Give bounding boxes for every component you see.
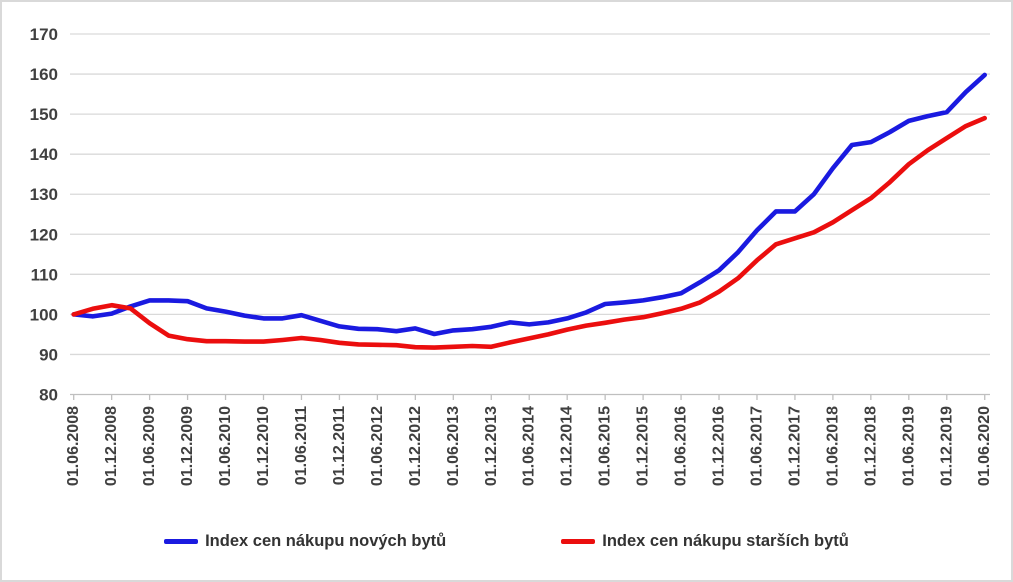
x-axis-label: 01.06.2014 bbox=[521, 406, 538, 486]
y-axis-label: 100 bbox=[30, 305, 58, 324]
x-axis-label: 01.06.2019 bbox=[900, 406, 917, 486]
y-axis-label: 140 bbox=[30, 145, 58, 164]
series-line-new-flats bbox=[71, 72, 988, 337]
x-axis-label: 01.06.2016 bbox=[673, 406, 690, 486]
x-axis-label: 01.12.2012 bbox=[407, 406, 424, 486]
legend-item-old-flats: Index cen nákupu starších bytů bbox=[561, 532, 849, 551]
legend-label-old-flats: Index cen nákupu starších bytů bbox=[602, 532, 849, 550]
x-axis-label: 01.12.2010 bbox=[255, 406, 272, 486]
x-axis-label: 01.06.2010 bbox=[217, 406, 234, 486]
y-axis-label: 170 bbox=[30, 25, 58, 44]
x-axis-label: 01.12.2011 bbox=[331, 406, 348, 485]
x-axis-label: 01.06.2012 bbox=[369, 406, 386, 486]
x-axis-label: 01.06.2020 bbox=[976, 406, 993, 486]
x-axis-label: 01.06.2009 bbox=[141, 406, 158, 486]
x-axis-label: 01.06.2018 bbox=[824, 406, 841, 486]
series-line-old-flats bbox=[71, 115, 988, 350]
x-axis-label: 01.12.2013 bbox=[483, 406, 500, 486]
x-axis-label: 01.12.2009 bbox=[179, 406, 196, 486]
x-axis-label: 01.06.2015 bbox=[597, 406, 614, 486]
x-axis-label: 01.06.2011 bbox=[293, 406, 310, 485]
legend-swatch-new-flats-icon bbox=[164, 539, 199, 544]
y-axis-label: 110 bbox=[31, 265, 58, 284]
x-axis-label: 01.06.2017 bbox=[748, 406, 765, 486]
y-axis-label: 150 bbox=[30, 105, 58, 124]
x-axis-label: 01.12.2016 bbox=[711, 406, 728, 486]
x-axis-label: 01.12.2019 bbox=[938, 406, 955, 486]
x-axis-label: 01.12.2014 bbox=[559, 406, 576, 486]
legend-item-new-flats: Index cen nákupu nových bytů bbox=[164, 532, 446, 551]
y-axis-label: 130 bbox=[30, 185, 58, 204]
x-axis-label: 01.06.2013 bbox=[445, 406, 462, 486]
x-axis-label: 01.06.2008 bbox=[65, 406, 82, 486]
y-axis-label: 120 bbox=[30, 225, 58, 244]
y-axis-label: 80 bbox=[39, 386, 58, 405]
x-axis-label: 01.12.2018 bbox=[862, 406, 879, 486]
x-axis-label: 01.12.2017 bbox=[786, 406, 803, 486]
x-axis-label: 01.12.2015 bbox=[635, 406, 652, 486]
chart-legend: Index cen nákupu nových bytů Index cen n… bbox=[2, 532, 1011, 551]
x-axis-label: 01.12.2008 bbox=[103, 406, 120, 486]
line-chart-plot: 80 90 100 110 120 130 140 150 160 170 01.06.2008 01… bbox=[30, 25, 994, 486]
legend-label-new-flats: Index cen nákupu nových bytů bbox=[205, 532, 447, 550]
y-axis-label: 160 bbox=[30, 65, 58, 84]
legend-swatch-old-flats-icon bbox=[561, 539, 596, 544]
y-axis-label: 90 bbox=[39, 345, 58, 364]
